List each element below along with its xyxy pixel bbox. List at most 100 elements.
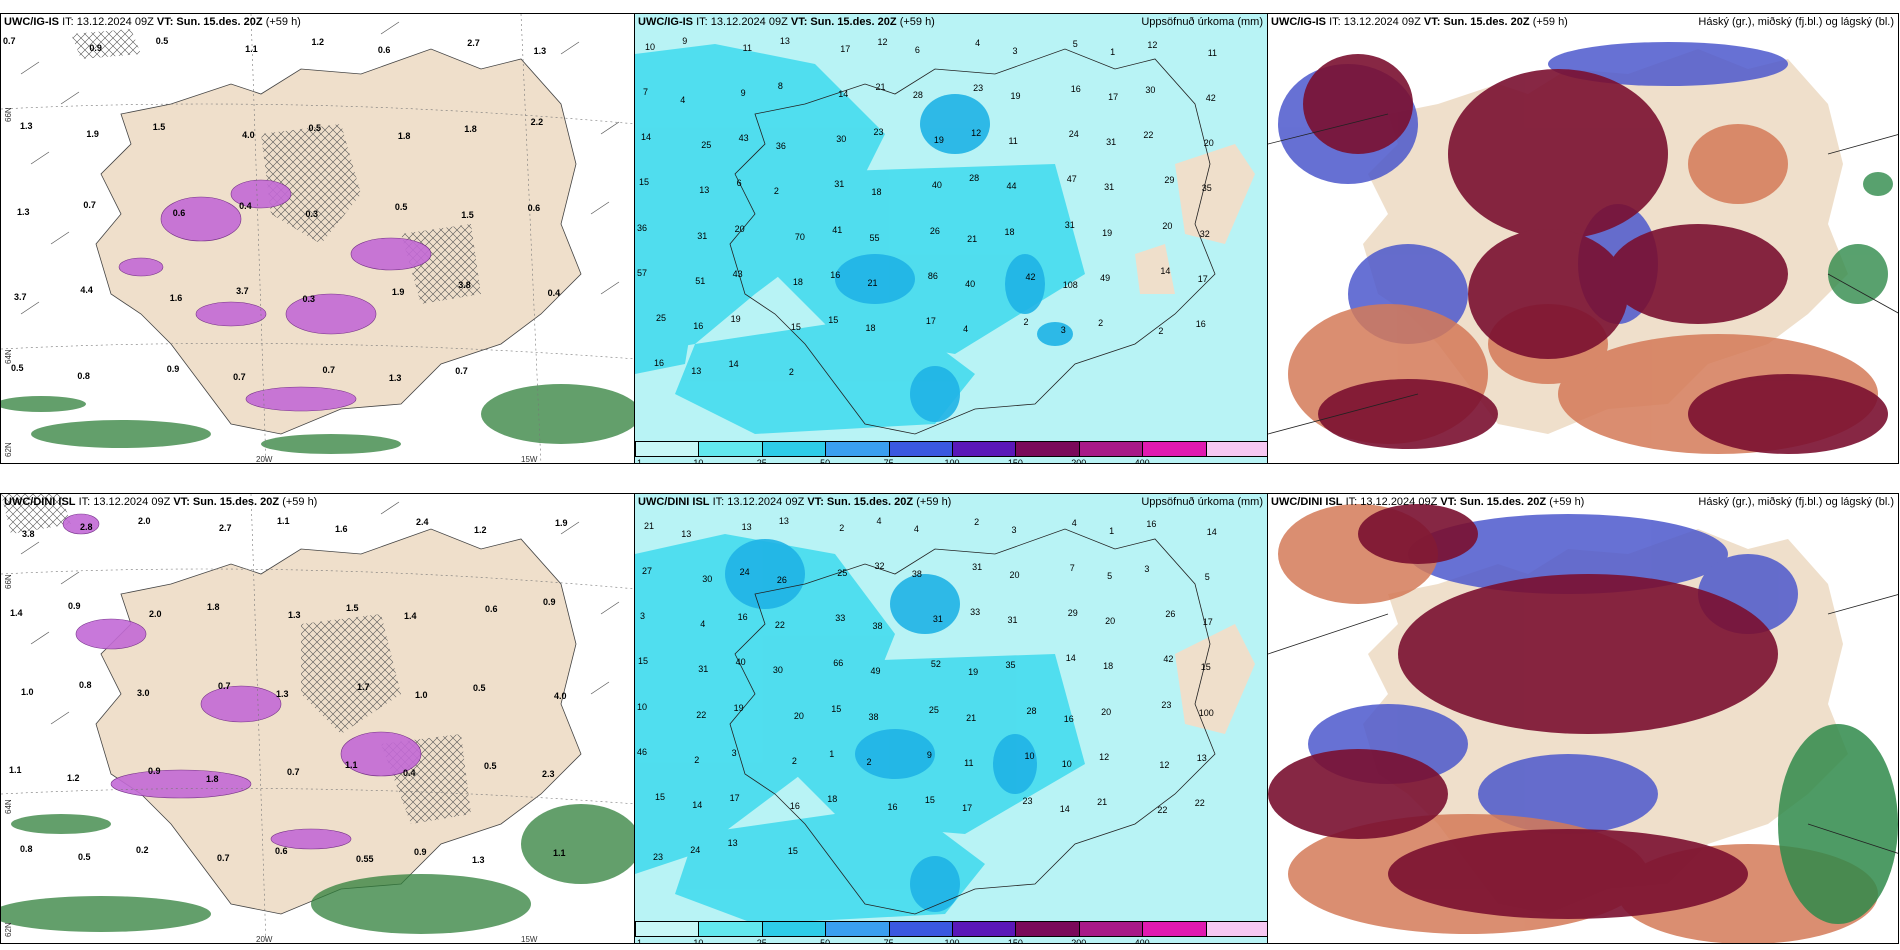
lon-label-a: 20W [256, 455, 273, 464]
value-label: 12 [1159, 759, 1170, 770]
legend-swatch [825, 921, 890, 937]
value-label: 4 [680, 95, 686, 106]
value-label: 0.9 [68, 600, 81, 611]
value-label: 38 [911, 569, 922, 580]
value-label: 40 [735, 657, 746, 668]
value-label: 1.5 [461, 209, 474, 220]
value-label: 1.6 [169, 293, 183, 304]
value-label: 3 [1012, 46, 1018, 56]
value-label: 18 [1004, 226, 1015, 237]
value-label: 55 [869, 232, 880, 243]
lat-label-mid: 64N [4, 349, 13, 364]
value-label: 1.9 [555, 518, 568, 528]
legend-tick: 100 [944, 458, 960, 464]
value-label: 0.5 [394, 201, 408, 212]
value-label: 0.6 [377, 45, 391, 55]
value-label: 18 [865, 322, 876, 333]
legend-tick: 1 [637, 938, 643, 944]
value-label: 3 [1060, 324, 1066, 335]
value-label: 15 [638, 656, 649, 667]
value-label: 8 [777, 81, 783, 92]
value-label: 24 [739, 567, 750, 578]
value-label: 31 [1064, 219, 1075, 230]
value-label: 16 [830, 269, 841, 280]
value-label: 4 [975, 38, 981, 48]
value-label: 26 [776, 575, 787, 586]
iceland-land [95, 48, 582, 435]
value-label: 21 [644, 521, 655, 531]
value-label: 51 [695, 275, 706, 286]
legend-swatch [825, 441, 890, 457]
value-label: 20 [1101, 706, 1112, 717]
value-label: 31 [698, 664, 709, 675]
value-label: 3 [731, 747, 737, 758]
value-label: 2.7 [219, 523, 232, 533]
value-label: 31 [1106, 137, 1117, 148]
value-label: 13 [699, 185, 710, 196]
legend-swatch [888, 921, 953, 937]
value-label: 13 [779, 36, 790, 46]
value-label: 0.6 [485, 603, 498, 614]
wind-precip-map [1, 494, 634, 943]
value-label: 43 [738, 133, 749, 144]
value-label: 27 [642, 566, 653, 577]
value-label: 44 [1006, 181, 1017, 192]
value-label: 13 [1196, 752, 1207, 763]
value-label: 21 [1097, 796, 1108, 807]
value-label: 19 [933, 135, 944, 146]
lat-label-top: 66N [4, 107, 13, 122]
lon-label-b: 15W [521, 935, 538, 944]
legend-swatch [1142, 441, 1207, 457]
value-label: 11 [964, 757, 974, 768]
left-map-row2: UWC/DINI ISL IT: 13.12.2024 09Z VT: Sun.… [0, 493, 635, 944]
value-label: 21 [966, 712, 977, 723]
legend-tick: 400 [1134, 458, 1150, 464]
value-label: 11 [1207, 48, 1218, 58]
value-label: 31 [932, 614, 943, 625]
value-label: 3.8 [22, 529, 35, 539]
value-label: 1.8 [207, 601, 220, 612]
panel-header: UWC/IG-IS IT: 13.12.2024 09Z VT: Sun. 15… [4, 16, 301, 28]
value-label: 13 [727, 837, 738, 848]
value-label: 0.7 [217, 853, 230, 864]
value-label: 14 [1206, 527, 1217, 537]
value-label: 1.1 [553, 848, 566, 859]
value-label: 3.7 [236, 286, 249, 297]
value-label: 1.8 [464, 123, 477, 134]
value-label: 1.6 [335, 524, 348, 534]
value-label: 0.9 [543, 596, 556, 607]
legend-tick: 50 [820, 458, 831, 464]
value-label: 15 [639, 177, 650, 188]
value-label: 46 [637, 746, 648, 757]
value-label: 0.6 [527, 202, 541, 213]
legend-swatch [888, 441, 953, 457]
value-label: 17 [962, 802, 973, 813]
value-label: 32 [874, 561, 885, 572]
wind-precip-map [1, 14, 634, 463]
value-label: 14 [1059, 803, 1070, 814]
legend-swatch [761, 921, 827, 937]
value-label: 14 [692, 799, 703, 810]
panel-header: UWC/IG-IS IT: 13.12.2024 09Z VT: Sun. 15… [1271, 16, 1568, 28]
right-map-row1: UWC/IG-IS IT: 13.12.2024 09Z VT: Sun. 15… [1267, 13, 1899, 464]
value-label: 5 [1072, 39, 1078, 49]
value-label: 22 [1143, 130, 1154, 141]
value-label: 0.9 [148, 766, 161, 777]
value-label: 4 [913, 524, 919, 534]
value-label: 0.8 [20, 844, 33, 855]
value-label: 108 [1062, 279, 1078, 290]
right-map-row2: UWC/DINI ISL IT: 13.12.2024 09Z VT: Sun.… [1267, 493, 1899, 944]
value-label: 0.55 [356, 854, 374, 865]
value-label: 10 [637, 701, 648, 712]
value-label: 38 [872, 621, 883, 632]
value-label: 42 [1025, 271, 1036, 282]
value-label: 14 [838, 89, 849, 100]
value-label: 42 [1205, 93, 1216, 104]
value-label: 13 [691, 365, 702, 376]
value-label: 21 [875, 82, 886, 93]
value-label: 0.9 [89, 43, 102, 53]
value-label: 1.2 [67, 773, 80, 784]
value-label: 32 [1199, 228, 1210, 239]
value-label: 28 [969, 173, 980, 184]
value-label: 35 [1005, 660, 1016, 671]
